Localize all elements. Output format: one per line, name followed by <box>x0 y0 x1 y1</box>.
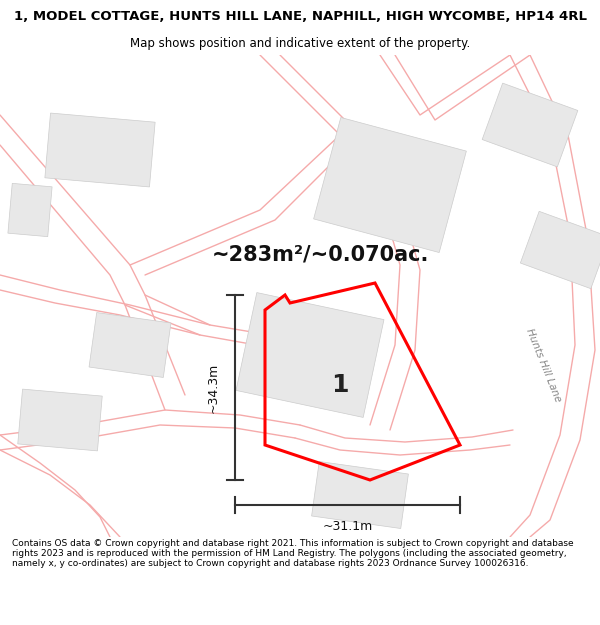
Polygon shape <box>311 461 409 529</box>
Polygon shape <box>45 113 155 187</box>
Text: ~31.1m: ~31.1m <box>322 521 373 534</box>
Text: Contains OS data © Crown copyright and database right 2021. This information is : Contains OS data © Crown copyright and d… <box>12 539 574 569</box>
Polygon shape <box>314 118 466 253</box>
Text: 1: 1 <box>331 373 349 397</box>
Text: ~283m²/~0.070ac.: ~283m²/~0.070ac. <box>211 245 428 265</box>
Text: Hunts Hill Lane: Hunts Hill Lane <box>524 327 562 403</box>
Polygon shape <box>89 312 171 378</box>
Text: ~34.3m: ~34.3m <box>206 362 220 413</box>
Polygon shape <box>236 292 384 418</box>
Polygon shape <box>520 211 600 289</box>
Polygon shape <box>482 83 578 167</box>
Polygon shape <box>8 183 52 237</box>
Text: 1, MODEL COTTAGE, HUNTS HILL LANE, NAPHILL, HIGH WYCOMBE, HP14 4RL: 1, MODEL COTTAGE, HUNTS HILL LANE, NAPHI… <box>14 10 587 23</box>
Text: Map shows position and indicative extent of the property.: Map shows position and indicative extent… <box>130 38 470 51</box>
Polygon shape <box>18 389 102 451</box>
